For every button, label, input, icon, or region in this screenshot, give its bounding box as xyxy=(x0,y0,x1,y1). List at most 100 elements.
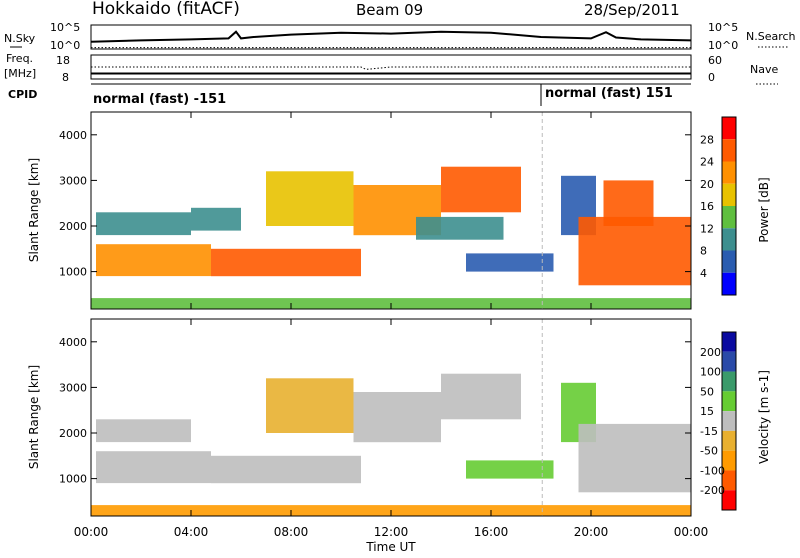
power-colorbar-tick-3: 16 xyxy=(700,200,714,213)
power-colorbar-label: Power [dB] xyxy=(757,177,771,242)
velocity-colorbar-tick-0: 200 xyxy=(700,346,721,359)
xtick-label-6: 00:00 xyxy=(674,525,709,539)
velocity-colorbar-frame xyxy=(721,331,737,511)
xtick-label-3: 12:00 xyxy=(374,525,409,539)
cpid-entry-2: normal (fast) 151 xyxy=(545,86,673,101)
ytick-label-0: 4000 xyxy=(59,336,87,349)
echo-region-4 xyxy=(353,392,441,443)
velocity-colorbar-swatch-6 xyxy=(722,450,736,471)
freq-panel: Freq. [MHz] 18 8 60 0 Nave xyxy=(4,52,778,85)
xtick-label-2: 08:00 xyxy=(274,525,309,539)
velocity-colorbar-label: Velocity [m s-1] xyxy=(757,370,771,464)
xtick-label-1: 04:00 xyxy=(174,525,209,539)
velocity-data xyxy=(91,319,691,516)
cpid-panel: CPID normal (fast) -151 normal (fast) 15… xyxy=(8,83,691,107)
power-yaxis: 4000 3000 2000 1000 xyxy=(59,129,691,279)
velocity-colorbar-swatch-3 xyxy=(722,391,736,412)
echo-region-8 xyxy=(578,423,691,493)
power-colorbar-tick-1: 24 xyxy=(700,156,714,169)
velocity-colorbar-tick-2: 50 xyxy=(700,385,714,398)
echo-region-1 xyxy=(211,455,361,484)
ytick-label-2: 2000 xyxy=(59,427,87,440)
power-colorbar-swatch-5 xyxy=(722,228,736,251)
cpid-label: CPID xyxy=(8,88,37,101)
echo-region-0 xyxy=(96,451,211,484)
nsearch-tick-top: 10^5 xyxy=(708,21,738,34)
ytick-label-3: 1000 xyxy=(59,266,87,279)
echo-region-7 xyxy=(416,216,504,240)
velocity-colorbar-tick-7: -200 xyxy=(700,484,725,497)
velocity-colorbar-swatch-2 xyxy=(722,371,736,392)
power-colorbar-tick-2: 20 xyxy=(700,178,714,191)
nave-tick-bottom: 0 xyxy=(708,71,715,84)
freq-lines xyxy=(91,66,691,75)
power-colorbar-tick-4: 12 xyxy=(700,222,714,235)
velocity-ylabel: Slant Range [km] xyxy=(27,365,41,469)
nsearch-label: N.Search xyxy=(746,30,796,43)
freq-label-1: Freq. xyxy=(6,52,33,65)
nsearch-tick-bottom: 10^0 xyxy=(708,39,738,52)
ytick-label-1: 3000 xyxy=(59,381,87,394)
echo-region-3 xyxy=(191,207,241,231)
xtick-label-4: 16:00 xyxy=(474,525,509,539)
freq-tick-bottom: 8 xyxy=(62,71,69,84)
velocity-colorbar-swatch-0 xyxy=(722,332,736,352)
velocity-colorbar-tick-1: 100 xyxy=(700,366,721,379)
velocity-colorbar-tick-3: 15 xyxy=(700,405,714,418)
freq-label-2: [MHz] xyxy=(4,67,36,80)
beam-label: Beam 09 xyxy=(356,1,423,19)
echo-region-2 xyxy=(96,419,191,443)
nsky-label: N.Sky xyxy=(4,32,36,45)
noise-panel: N.Sky 10^5 10^0 10^5 10^0 N.Search xyxy=(4,21,796,52)
velocity-panel: 4000 3000 2000 1000 Slant Range [km] 200 100… xyxy=(27,318,771,517)
velocity-colorbar-tick-6: -100 xyxy=(700,464,725,477)
power-data xyxy=(91,112,691,309)
power-colorbar-tick-6: 4 xyxy=(700,267,707,280)
echo-region-2 xyxy=(96,212,191,236)
echo-region-6 xyxy=(441,166,521,213)
power-colorbar-swatch-2 xyxy=(722,161,736,184)
x-axis-label: Time UT xyxy=(365,540,416,554)
velocity-colorbar-swatch-5 xyxy=(722,430,736,451)
echo-region-5 xyxy=(441,373,521,420)
nave-series xyxy=(91,66,691,70)
power-colorbar-swatch-3 xyxy=(722,183,736,206)
x-axis: 00:00 04:00 08:00 12:00 16:00 20:00 00:00 xyxy=(74,112,709,539)
freq-panel-frame xyxy=(90,54,692,80)
power-ylabel: Slant Range [km] xyxy=(27,158,41,262)
power-colorbar-frame xyxy=(721,116,737,296)
nsky-tick-top: 10^5 xyxy=(50,21,80,34)
velocity-colorbar-swatch-8 xyxy=(722,490,736,510)
echo-region-8 xyxy=(466,253,554,272)
xtick-label-5: 20:00 xyxy=(574,525,609,539)
noise-panel-frame xyxy=(90,24,692,50)
nave-label: Nave xyxy=(750,63,778,76)
echo-region-10 xyxy=(578,216,691,286)
ytick-label-1: 3000 xyxy=(59,174,87,187)
velocity-colorbar-swatch-7 xyxy=(722,470,736,491)
freq-tick-top: 18 xyxy=(56,54,70,67)
velocity-colorbar-tick-5: -50 xyxy=(700,445,718,458)
ytick-label-2: 2000 xyxy=(59,220,87,233)
velocity-colorbar-tick-4: -15 xyxy=(700,425,718,438)
noise-series-0 xyxy=(90,30,692,43)
power-colorbar-swatch-1 xyxy=(722,139,736,162)
power-colorbar-tick-0: 28 xyxy=(700,133,714,146)
echo-region-4 xyxy=(266,171,354,226)
power-panel: 4000 3000 2000 1000 Slant Range [km] 28 24 20… xyxy=(27,111,771,310)
power-colorbar-tick-5: 8 xyxy=(700,245,707,258)
date-label: 28/Sep/2011 xyxy=(584,1,680,19)
echo-region-6 xyxy=(466,460,554,479)
power-colorbar: 28 24 20 16 12 8 4 xyxy=(700,116,737,296)
velocity-yaxis: 4000 3000 2000 1000 xyxy=(59,336,691,486)
echo-region-11 xyxy=(603,180,654,226)
echo-region-0 xyxy=(96,244,211,277)
velocity-colorbar-swatch-1 xyxy=(722,351,736,372)
power-colorbar-swatch-6 xyxy=(722,250,736,273)
power-colorbar-swatch-0 xyxy=(722,117,736,140)
ytick-label-0: 4000 xyxy=(59,129,87,142)
power-colorbar-swatch-4 xyxy=(722,206,736,229)
nsky-tick-bottom: 10^0 xyxy=(50,39,80,52)
